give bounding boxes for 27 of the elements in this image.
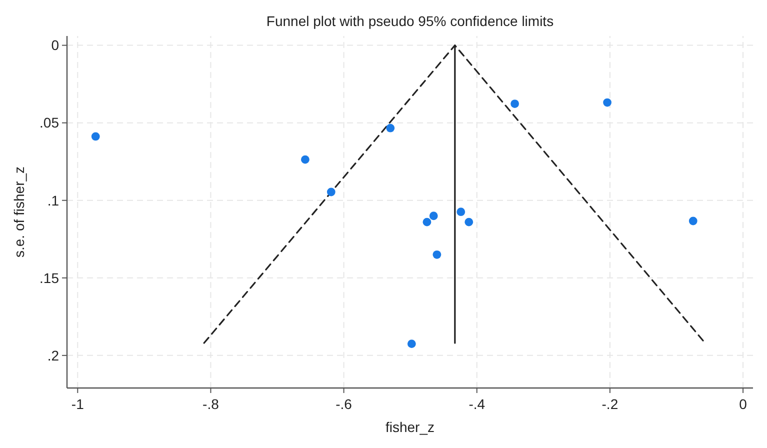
point — [603, 98, 612, 107]
x-tick-label: 0 — [739, 396, 748, 412]
x-tick-label: -.6 — [336, 396, 352, 412]
y-tick-label: .2 — [47, 347, 60, 364]
point — [301, 155, 310, 164]
y-axis-title: s.e. of fisher_z — [11, 166, 27, 258]
point — [386, 124, 395, 132]
x-tick-label: -1 — [71, 396, 84, 412]
point — [688, 216, 698, 226]
y-tick-label: .1 — [47, 192, 60, 208]
x-axis-title: fisher_z — [385, 419, 435, 435]
point — [464, 218, 474, 226]
point — [429, 212, 438, 220]
point — [326, 188, 336, 196]
point — [432, 250, 442, 259]
x-tick-label: -.8 — [202, 396, 220, 412]
y-tick-label: .05 — [40, 114, 60, 131]
point — [456, 208, 466, 216]
chart-title: Funnel plot with pseudo 95% confidence limits — [266, 13, 554, 29]
point — [407, 340, 416, 348]
point — [91, 132, 100, 141]
x-tick-label: -.4 — [468, 396, 486, 412]
point — [422, 218, 432, 226]
point — [510, 100, 519, 108]
x-tick-label: -.2 — [602, 396, 618, 412]
y-tick-label: 0 — [51, 37, 60, 54]
y-tick-label: .15 — [40, 270, 60, 286]
